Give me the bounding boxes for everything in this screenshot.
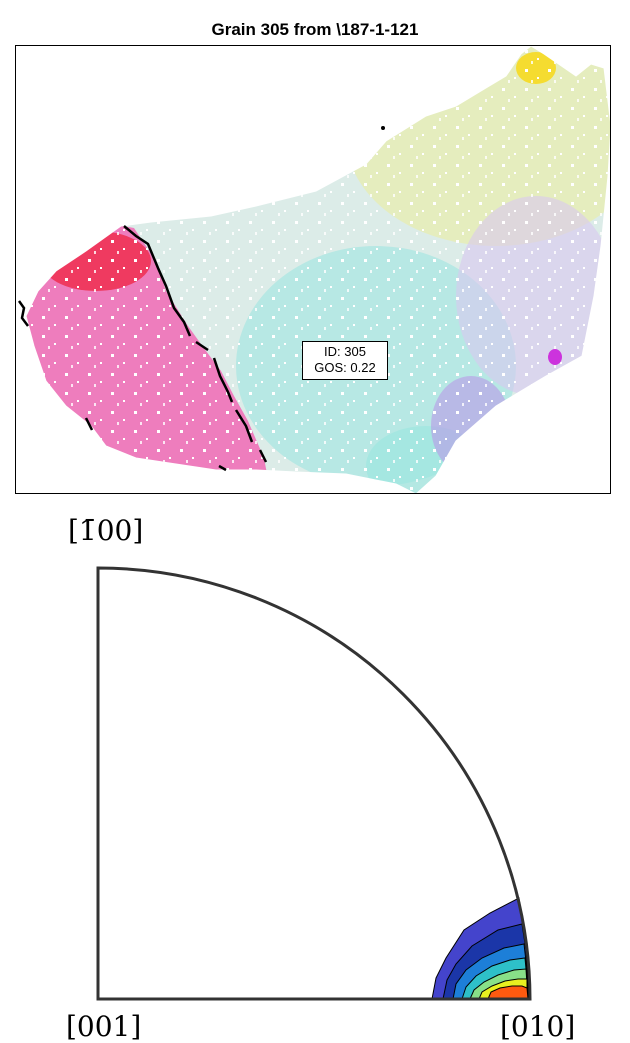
grain-map-image [17,46,610,493]
inverse-pole-figure [96,566,532,1001]
pole-figure-contours [431,897,531,1000]
grain-id-text: ID: 305 [324,344,366,359]
pole-label-bottom-right: [010] [500,1010,576,1043]
pole-label-top: [1̄00] [68,514,144,547]
pole-label-bottom-left: [001] [66,1010,142,1043]
figure-title: Grain 305 from \187-1-121 [211,20,419,39]
grain-map: ID: 305 GOS: 0.22 [15,45,611,494]
pole-figure-boundary [96,566,532,1001]
grain-gos-text: GOS: 0.22 [314,360,376,375]
grain-info-label: ID: 305 GOS: 0.22 [302,341,388,380]
